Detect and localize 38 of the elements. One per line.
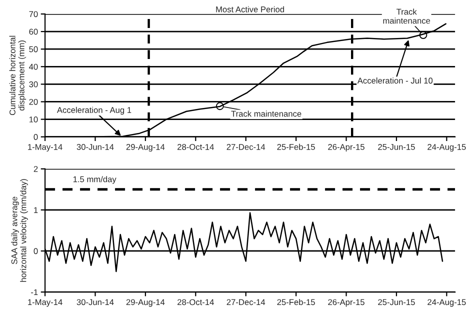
x-tick-label: 24-Aug-15 [428, 144, 466, 152]
y-tick-label: 2 [34, 166, 38, 172]
x-tick-label: 25-Jun-15 [378, 299, 415, 306]
x-tick-label: 29-Aug-14 [126, 299, 165, 307]
x-tick-label: 25-Feb-15 [277, 144, 315, 150]
x-tick-label: 1-May-14 [28, 299, 62, 307]
y-tick-label: 30 [29, 81, 38, 88]
y-tick-label: 0 [34, 248, 38, 254]
y-tick-label: -1 [31, 289, 38, 296]
x-tick-label: 28-Oct-14 [178, 144, 214, 150]
annotation: Track maintenance [383, 8, 430, 24]
x-tick-label: 24-Aug-15 [428, 299, 466, 307]
y-axis-title: Cumulative horizontal displacement (mm) [9, 36, 26, 116]
text: Most Active Period [216, 6, 284, 12]
x-tick-label: 26-Apr-15 [328, 299, 364, 307]
y-tick-label: 10 [29, 116, 38, 122]
y-axis-title: SAA daily average horizontal velocity (mm/day) [11, 179, 28, 282]
x-tick-label: 25-Feb-15 [277, 298, 315, 306]
x-tick-label: 30-Jun-14 [76, 299, 114, 306]
x-tick-label: 26-Apr-15 [328, 144, 364, 152]
x-tick-label: 30-Jun-14 [76, 144, 114, 150]
y-tick-label: 1 [34, 207, 38, 213]
x-tick-label: 29-Aug-14 [126, 144, 165, 152]
annotation: Track maintenance [231, 110, 302, 117]
y-tick-label: 0 [34, 134, 38, 140]
ref-line-label: 1.5 mm/day [73, 176, 116, 184]
x-tick-label: 25-Jun-15 [378, 144, 415, 150]
x-tick-label: 27-Dec-14 [226, 299, 266, 306]
y-tick-label: 50 [29, 46, 38, 52]
x-tick-label: 28-Oct-14 [178, 299, 214, 306]
x-tick-label: 1-May-14 [28, 144, 62, 152]
annotation: Acceleration - Jul 10 [357, 77, 433, 84]
x-tick-label: 27-Dec-14 [226, 144, 266, 150]
y-tick-label: 70 [29, 11, 38, 18]
annotation: Acceleration - Aug 1 [56, 106, 132, 115]
y-tick-label: 60 [29, 28, 38, 35]
y-tick-label: 40 [29, 64, 38, 70]
y-tick-label: 20 [29, 98, 38, 105]
